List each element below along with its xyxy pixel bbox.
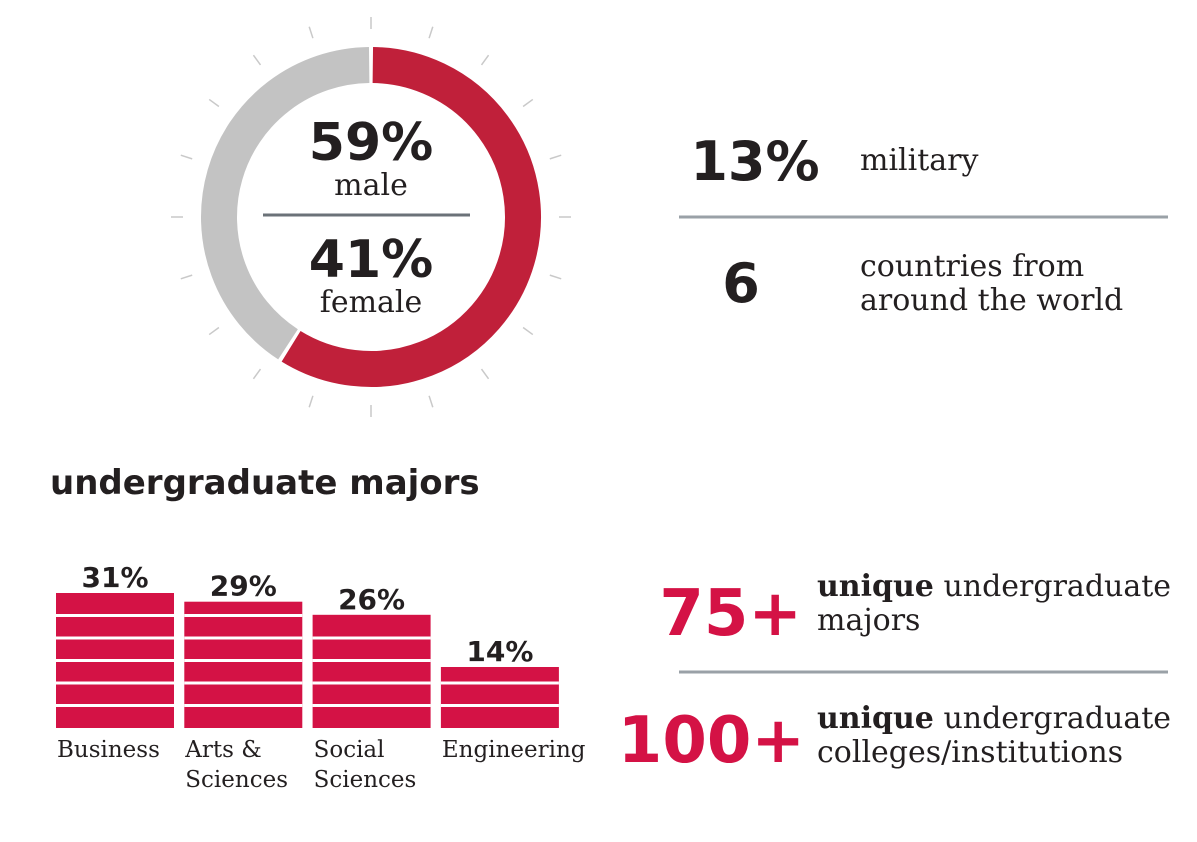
bar-category-label: Business xyxy=(57,737,160,763)
bar-stripe xyxy=(184,681,303,685)
bar-stripe xyxy=(56,681,174,685)
bar-stripe xyxy=(312,681,431,685)
bar-stripe xyxy=(56,704,174,707)
bar-value-label: 14% xyxy=(466,635,533,668)
male-label: male xyxy=(334,168,408,203)
bar-value-label: 26% xyxy=(338,583,405,616)
bar-stripe xyxy=(184,659,303,662)
bar-stripe xyxy=(184,704,303,707)
majors-title: undergraduate majors xyxy=(50,463,480,503)
bar-engineering xyxy=(440,667,559,728)
unique-colleges-line1: unique undergraduate xyxy=(817,701,1171,736)
bar-category-label: Social xyxy=(314,737,385,763)
bar-social-sciences xyxy=(312,614,431,728)
unique-majors-line1: unique undergraduate xyxy=(817,569,1171,604)
stat-military-label: military xyxy=(860,143,979,178)
bar-category-label: Sciences xyxy=(314,767,417,793)
bar-value-label: 29% xyxy=(210,570,277,603)
donut-segment-female xyxy=(201,47,370,360)
donut-tick xyxy=(480,54,490,66)
donut-tick xyxy=(428,26,434,39)
donut-tick xyxy=(180,274,193,280)
unique-majors: 75+ unique undergraduate majors xyxy=(659,569,1171,651)
unique-majors-line2: majors xyxy=(817,603,920,638)
donut-tick xyxy=(522,326,534,336)
unique-majors-value: 75+ xyxy=(659,577,802,651)
bar-stripe xyxy=(440,704,559,707)
bar-category-label: Engineering xyxy=(442,737,586,763)
donut-tick xyxy=(208,98,220,108)
stat-military: 13% military xyxy=(690,130,978,193)
bar-stripe xyxy=(440,681,559,685)
donut-tick xyxy=(480,368,490,380)
stat-countries-label-line2: around the world xyxy=(860,283,1123,318)
bar-stripe xyxy=(312,659,431,662)
bar-stripe xyxy=(184,636,303,640)
donut-segment-male xyxy=(281,47,541,387)
bar-stripe xyxy=(56,636,174,640)
donut-tick xyxy=(252,54,262,66)
bar-stripe xyxy=(312,636,431,640)
unique-colleges-line2: colleges/institutions xyxy=(817,735,1123,770)
donut-tick xyxy=(180,154,193,160)
bar-stripe xyxy=(56,659,174,662)
donut-tick xyxy=(549,154,562,160)
male-percent: 59% xyxy=(309,113,433,173)
unique-colleges-value: 100+ xyxy=(618,704,805,778)
female-label: female xyxy=(320,285,423,320)
bar-stripe xyxy=(312,704,431,707)
donut-tick xyxy=(252,368,262,380)
bar-category-label: Arts & xyxy=(184,737,261,763)
donut-tick xyxy=(308,26,314,39)
bar-arts-sciences xyxy=(184,601,303,728)
donut-tick xyxy=(308,395,314,408)
stat-countries-label-line1: countries from xyxy=(860,249,1084,284)
bar-category-label: Sciences xyxy=(185,767,288,793)
gender-donut-chart: 59% male 41% female xyxy=(171,17,571,417)
unique-colleges: 100+ unique undergraduate colleges/insti… xyxy=(618,701,1171,778)
stat-countries-value: 6 xyxy=(722,252,760,315)
stat-military-value: 13% xyxy=(690,130,819,193)
donut-ticks xyxy=(171,17,571,417)
donut-tick xyxy=(549,274,562,280)
donut-tick xyxy=(428,395,434,408)
majors-bar-chart: 31% Business 29% Arts & Sciences 26% Social Sci… xyxy=(56,561,586,793)
donut-tick xyxy=(522,98,534,108)
bar-value-label: 31% xyxy=(81,561,148,594)
stat-countries: 6 countries from around the world xyxy=(722,249,1123,318)
bar-stripe xyxy=(56,614,174,617)
donut-tick xyxy=(208,326,220,336)
female-percent: 41% xyxy=(309,230,433,290)
bar-stripe xyxy=(184,614,303,617)
